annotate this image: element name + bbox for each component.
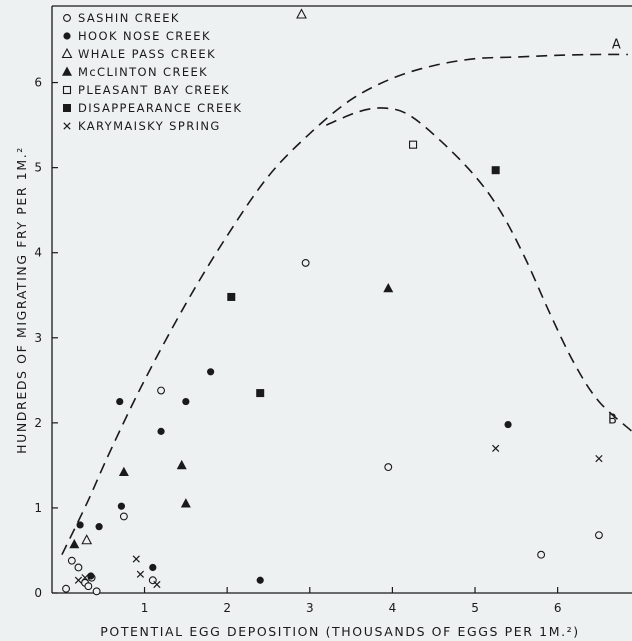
data-point — [491, 166, 500, 175]
data-point — [69, 539, 80, 549]
data-point — [132, 555, 140, 563]
data-point — [595, 531, 603, 540]
data-point — [207, 368, 215, 376]
data-point — [92, 587, 101, 596]
data-point — [81, 574, 89, 582]
data-point — [149, 563, 157, 572]
data-point — [62, 584, 70, 593]
y-axis-title: HUNDREDS OF MIGRATING FRY PER 1M.² — [14, 146, 29, 454]
data-point — [492, 444, 500, 453]
legend-label: PLEASANT BAY CREEK — [78, 83, 230, 97]
y-tick-label: 2 — [34, 416, 42, 430]
y-axis-ticks: 0 1 2 3 4 5 6 — [34, 76, 58, 600]
data-point — [595, 454, 603, 463]
data-point — [176, 459, 187, 470]
data-point — [384, 463, 393, 472]
fitted-curves: AB — [61, 37, 632, 556]
data-point — [296, 8, 307, 19]
data-point — [84, 582, 93, 591]
data-point — [118, 466, 129, 476]
x-tick-label: 5 — [471, 601, 479, 615]
x-axis-title: POTENTIAL EGG DEPOSITION (THOUSANDS OF E… — [100, 624, 580, 639]
x-axis-ticks: 1 2 3 4 5 6 — [141, 587, 562, 615]
legend-marker — [62, 85, 72, 95]
x-tick-label: 2 — [223, 601, 231, 615]
legend-label: McCLINTON CREEK — [78, 65, 208, 79]
legend-marker — [63, 32, 71, 40]
data-point — [537, 550, 546, 559]
legend-label: SASHIN CREEK — [78, 11, 180, 25]
legend-marker — [63, 104, 71, 112]
data-point — [409, 140, 418, 149]
data-point — [153, 580, 161, 589]
x-tick-label: 4 — [389, 601, 397, 615]
data-point — [74, 576, 83, 584]
data-point — [180, 498, 191, 508]
x-tick-label: 1 — [141, 601, 149, 615]
legend-label: WHALE PASS CREEK — [78, 47, 216, 61]
legend-label: HOOK NOSE CREEK — [78, 29, 211, 43]
curve-b — [325, 107, 632, 432]
data-point — [504, 420, 512, 429]
y-tick-label: 3 — [34, 331, 42, 345]
data-point — [67, 556, 76, 565]
data-point — [301, 258, 310, 267]
data-points — [62, 8, 603, 596]
plot-frame — [51, 5, 632, 594]
curve-label-b: B — [608, 412, 617, 427]
legend-marker — [61, 47, 73, 59]
data-point — [74, 563, 83, 572]
data-point — [227, 292, 236, 301]
data-point — [81, 534, 93, 545]
legend-label: DISAPPEARANCE CREEK — [78, 101, 242, 115]
y-tick-label: 5 — [34, 161, 42, 175]
curve-label-a: A — [612, 37, 621, 52]
data-point — [116, 397, 124, 406]
x-tick-label: 6 — [554, 601, 562, 615]
legend-marker — [63, 122, 71, 130]
data-point — [76, 521, 84, 529]
data-point — [182, 397, 190, 406]
data-point — [256, 576, 264, 584]
data-point — [157, 427, 165, 435]
data-point — [117, 502, 126, 510]
data-point — [119, 512, 128, 521]
y-tick-label: 6 — [34, 76, 42, 90]
y-tick-label: 0 — [34, 586, 42, 600]
data-point — [383, 282, 394, 293]
data-point — [256, 389, 265, 398]
legend-label: KARYMAISKY SPRING — [78, 119, 221, 133]
legend: SASHIN CREEK HOOK NOSE CREEK WHALE PASS CR… — [61, 11, 242, 133]
legend-marker — [63, 14, 71, 22]
data-point — [136, 570, 145, 578]
y-tick-label: 1 — [34, 501, 42, 515]
data-point — [157, 386, 166, 395]
x-tick-label: 3 — [306, 601, 314, 615]
data-point — [87, 572, 95, 580]
y-tick-label: 4 — [34, 246, 42, 260]
data-point — [95, 523, 103, 531]
legend-marker — [62, 66, 72, 76]
